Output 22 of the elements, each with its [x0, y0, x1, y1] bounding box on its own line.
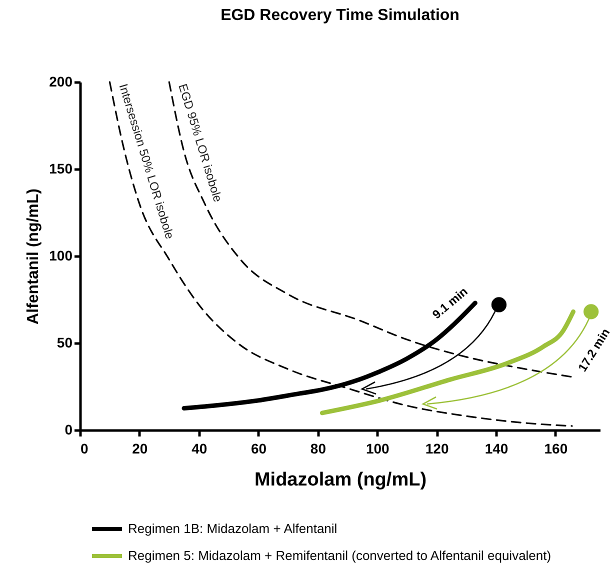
legend-label: Regimen 1B: Midazolam + Alfentanil: [128, 521, 338, 536]
x-tick-label: 120: [425, 440, 449, 456]
y-axis-title: Alfentanil (ng/mL): [25, 188, 42, 324]
y-tick-label: 50: [56, 334, 73, 350]
x-tick-label: 20: [132, 440, 148, 456]
x-tick-label: 80: [310, 440, 326, 456]
chart-title: EGD Recovery Time Simulation: [220, 7, 460, 24]
x-axis-title: Midazolam (ng/mL): [254, 470, 427, 490]
annotation: 9.1 min: [430, 284, 470, 322]
y-tick-label: 100: [49, 248, 73, 264]
x-tick-label: 40: [192, 440, 208, 456]
y-tick-label: 0: [64, 422, 73, 438]
line-series: [108, 81, 573, 427]
x-tick-label: 160: [544, 440, 568, 456]
y-tick-label: 150: [49, 160, 73, 176]
x-tick-label: 0: [80, 440, 88, 456]
x-tick-label: 100: [366, 440, 390, 456]
text: EGD 95% LOR isobole: [176, 82, 226, 204]
x-tick-label: 140: [484, 440, 508, 456]
legend-label: Regimen 5: Midazolam + Remifentanil (converted to Alfentanil equivalent): [128, 548, 552, 563]
x-tick-label: 60: [250, 440, 267, 456]
y-tick-label: 200: [49, 74, 73, 90]
